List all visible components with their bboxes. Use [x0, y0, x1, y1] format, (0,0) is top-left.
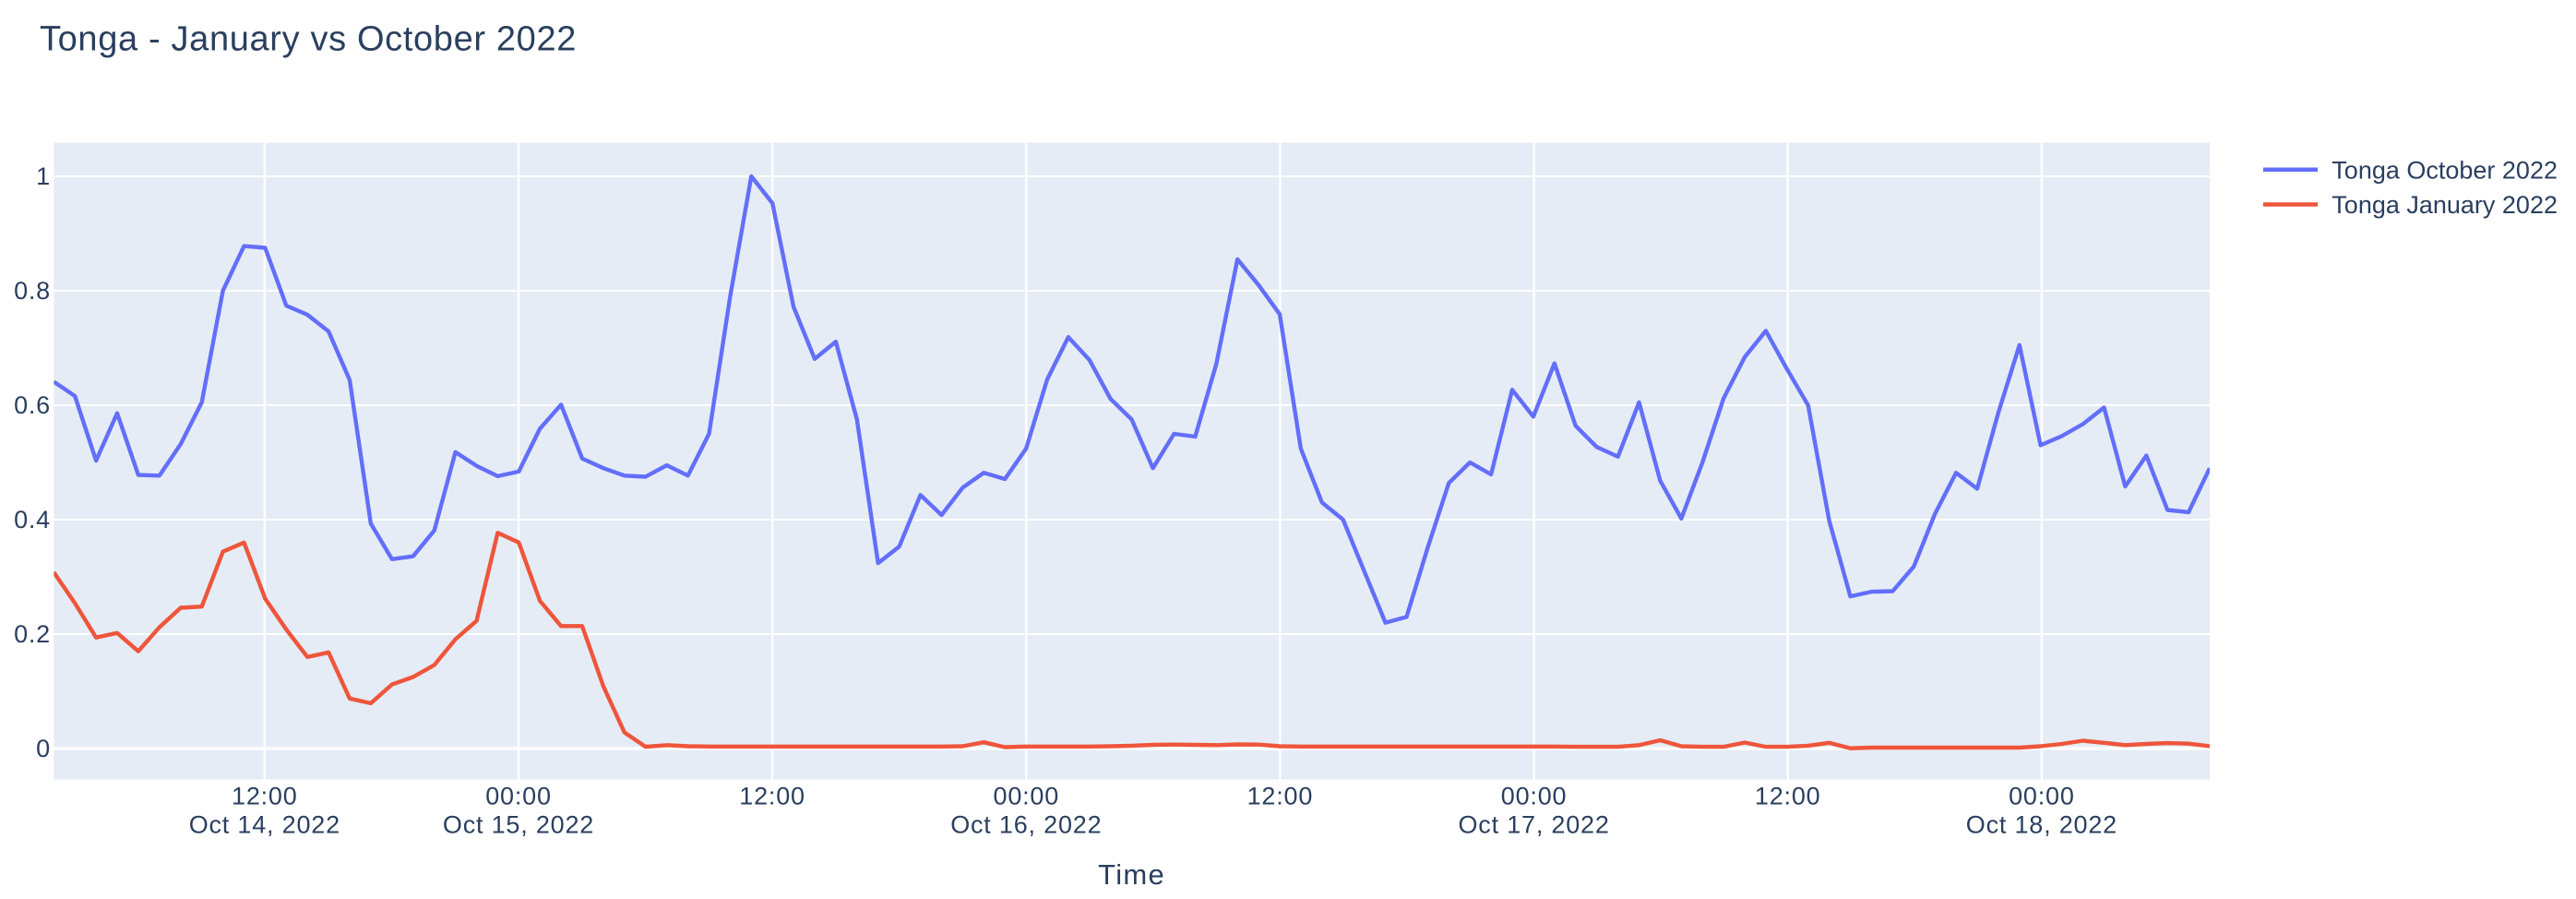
- svg-text:12:00: 12:00: [1755, 783, 1821, 810]
- svg-text:Oct 16, 2022: Oct 16, 2022: [950, 811, 1102, 839]
- svg-text:0.8: 0.8: [14, 277, 51, 305]
- svg-text:00:00: 00:00: [994, 783, 1060, 810]
- svg-text:1: 1: [36, 162, 51, 190]
- svg-text:Oct 17, 2022: Oct 17, 2022: [1458, 811, 1609, 839]
- svg-text:Time: Time: [1098, 858, 1165, 891]
- svg-text:0.6: 0.6: [14, 391, 51, 419]
- svg-text:00:00: 00:00: [2009, 783, 2075, 810]
- svg-text:Oct 15, 2022: Oct 15, 2022: [443, 811, 594, 839]
- svg-text:12:00: 12:00: [232, 783, 298, 810]
- svg-text:Oct 14, 2022: Oct 14, 2022: [189, 811, 340, 839]
- svg-text:00:00: 00:00: [1501, 783, 1568, 810]
- svg-text:0.2: 0.2: [14, 620, 51, 648]
- svg-text:Tonga January 2022: Tonga January 2022: [2332, 191, 2558, 219]
- svg-text:Oct 18, 2022: Oct 18, 2022: [1966, 811, 2117, 839]
- svg-text:0: 0: [36, 735, 51, 762]
- svg-text:0.4: 0.4: [14, 506, 51, 533]
- svg-text:12:00: 12:00: [1247, 783, 1314, 810]
- svg-text:Tonga October 2022: Tonga October 2022: [2332, 156, 2558, 184]
- svg-text:00:00: 00:00: [485, 783, 552, 810]
- svg-text:Tonga - January vs October 202: Tonga - January vs October 2022: [40, 20, 577, 59]
- svg-text:12:00: 12:00: [739, 783, 805, 810]
